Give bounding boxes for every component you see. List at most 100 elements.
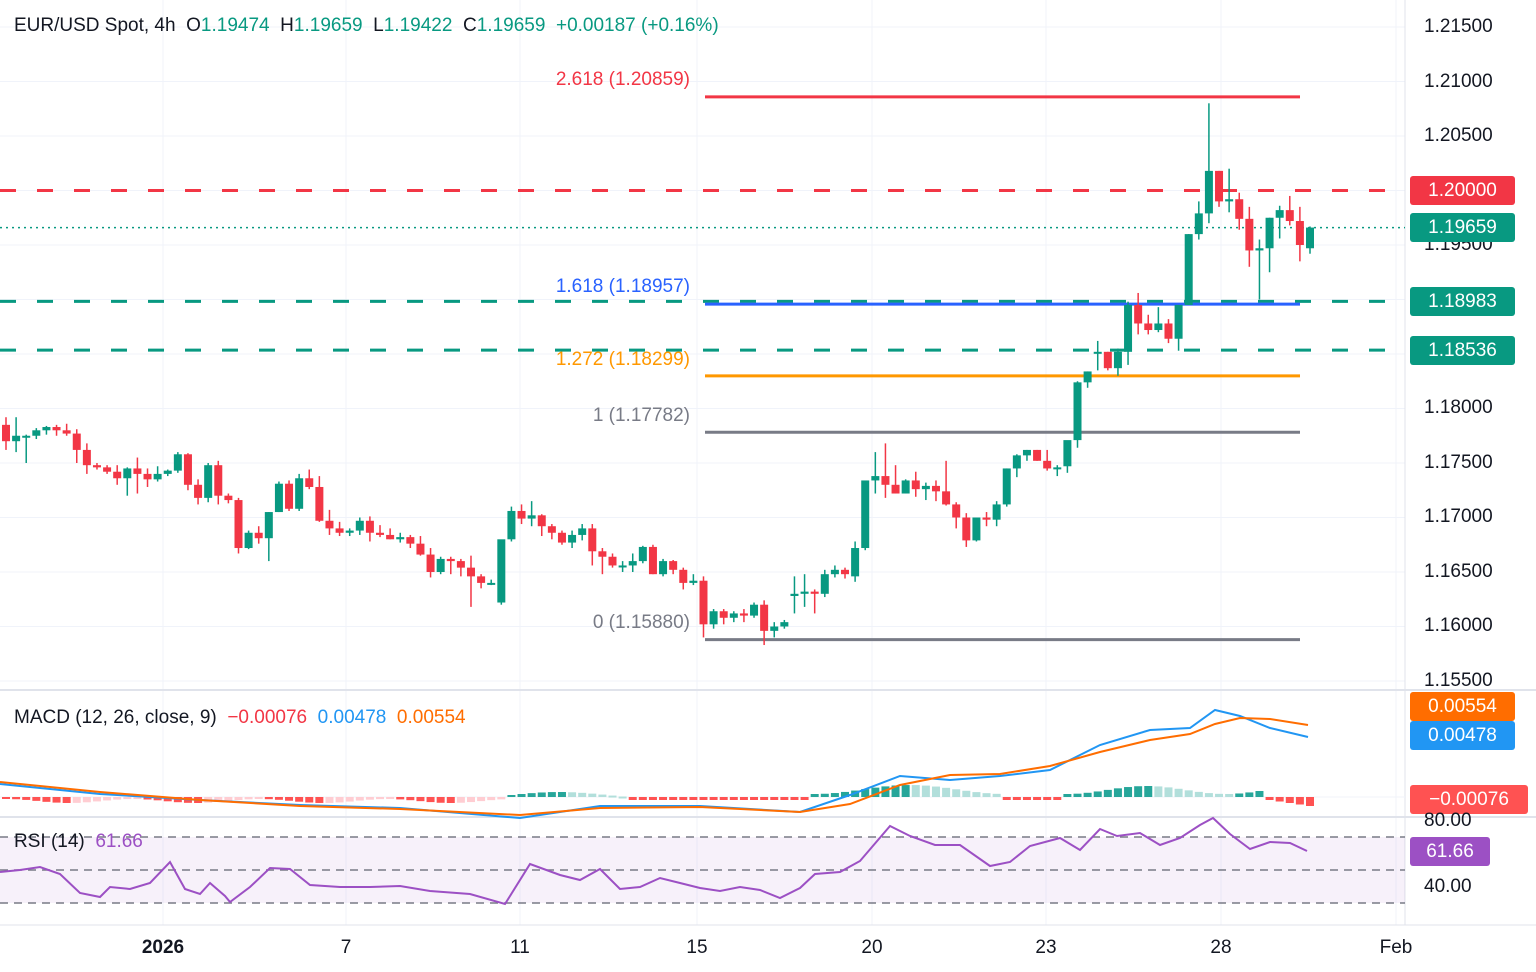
macd-histogram-bar <box>810 794 819 797</box>
candle-body <box>1022 449 1031 456</box>
candle-body <box>345 530 354 533</box>
candle-body <box>1083 371 1092 383</box>
price-tick: 1.17000 <box>1424 506 1493 527</box>
candle-body <box>1043 460 1052 469</box>
candle-body <box>386 534 395 540</box>
macd-histogram-bar <box>325 797 334 803</box>
fib-1272-label: 1.272 (1.18299) <box>555 349 690 370</box>
macd-histogram-bar <box>1255 791 1264 797</box>
macd-histogram-bar <box>62 797 71 803</box>
candle-body <box>547 526 556 533</box>
candle-body <box>12 435 21 442</box>
time-tick: 28 <box>1210 937 1232 958</box>
candle-body <box>426 554 435 572</box>
candle-body <box>1053 467 1062 470</box>
macd-histogram-bar <box>921 785 930 797</box>
candle-body <box>335 528 344 533</box>
macd-histogram-bar <box>588 793 597 797</box>
candle-body <box>760 604 769 631</box>
macd-histogram-bar <box>1093 791 1102 797</box>
fib-0-label: 0 (1.15880) <box>592 612 690 633</box>
candle-body <box>1002 468 1011 505</box>
macd-histogram-bar <box>547 792 556 797</box>
macd-histogram-bar <box>507 795 516 797</box>
candle-body <box>911 480 920 490</box>
macd-histogram-bar <box>446 797 455 803</box>
macd-histogram-bar <box>729 797 738 800</box>
macd-histogram-bar <box>1083 792 1092 797</box>
macd-legend: MACD (12, 26, close, 9) −0.00076 0.00478… <box>14 707 466 729</box>
macd-histogram-bar <box>123 797 132 800</box>
macd-histogram-bar <box>911 785 920 797</box>
macd-histogram-bar <box>527 793 536 797</box>
macd-histogram-bar <box>335 797 344 803</box>
candle-body <box>487 582 496 585</box>
candle-body <box>244 532 253 549</box>
macd-histogram-bar <box>659 797 668 800</box>
candle-body <box>1012 455 1021 469</box>
macd-histogram-bar <box>477 797 486 802</box>
candle-body <box>689 580 698 583</box>
fib-2618-label: 2.618 (1.20859) <box>555 69 690 90</box>
candle-body <box>183 454 192 485</box>
macd-histogram-bar <box>1215 793 1224 797</box>
candle-body <box>1154 323 1163 331</box>
candle-body <box>113 471 122 479</box>
candle-body <box>325 520 334 529</box>
macd-histogram-bar <box>557 792 566 797</box>
candle-body <box>851 548 860 577</box>
macd-histogram-bar <box>1103 789 1112 797</box>
candle-body <box>1255 248 1264 251</box>
candle-body <box>830 569 839 575</box>
macd-histogram-bar <box>1033 797 1042 800</box>
candle-body <box>770 626 779 631</box>
macd-histogram-bar <box>143 797 152 800</box>
macd-histogram-bar <box>1275 797 1284 802</box>
candle-body <box>2 424 10 442</box>
candle-body <box>861 480 870 549</box>
macd-histogram-bar <box>1285 797 1294 803</box>
candle-body <box>527 515 536 519</box>
close-value: 1.19659 <box>476 15 546 36</box>
macd-signal-value: 0.00554 <box>396 707 466 728</box>
rsi-tick-40: 40.00 <box>1424 876 1472 897</box>
macd-histogram-bar <box>285 797 294 801</box>
symbol-title: EUR/USD Spot, 4h <box>14 15 176 36</box>
rsi-value: 61.66 <box>95 831 143 852</box>
macd-histogram-bar <box>750 797 759 800</box>
candle-body <box>497 539 506 603</box>
candle-body <box>921 485 930 490</box>
macd-histogram-bar <box>669 797 678 800</box>
macd-title: MACD (12, 26, close, 9) <box>14 707 217 728</box>
candle-body <box>537 515 546 527</box>
macd-histogram-bar <box>739 797 748 800</box>
candle-body <box>254 532 263 539</box>
macd-histogram-bar <box>416 797 425 802</box>
macd-histogram-bar <box>295 797 304 802</box>
open-label: O <box>186 15 201 36</box>
macd-line-tag: 0.00478 <box>1410 721 1515 750</box>
macd-histogram-bar <box>1043 797 1052 800</box>
macd-histogram-bar <box>1184 790 1193 797</box>
candle-body <box>881 476 890 485</box>
rsi-tag: 61.66 <box>1410 837 1490 866</box>
candle-body <box>669 561 678 570</box>
candle-body <box>800 591 809 594</box>
rsi-tick-80: 80.00 <box>1424 810 1472 831</box>
candle-body <box>790 593 799 596</box>
candle-body <box>1124 304 1133 352</box>
time-tick: 7 <box>340 937 352 958</box>
price-tick: 1.16000 <box>1424 615 1493 636</box>
macd-histogram-bar <box>12 797 21 800</box>
candle-body <box>992 504 1001 520</box>
macd-histogram-bar <box>315 797 324 803</box>
macd-histogram-bar <box>790 797 799 800</box>
macd-histogram-bar <box>103 797 112 801</box>
rsi-legend: RSI (14) 61.66 <box>14 831 143 853</box>
high-label: H <box>280 15 294 36</box>
price-tag-1-20000: 1.20000 <box>1410 176 1515 205</box>
time-tick: Feb <box>1379 937 1413 958</box>
candle-body <box>234 500 243 549</box>
macd-histogram-bar <box>42 797 51 802</box>
